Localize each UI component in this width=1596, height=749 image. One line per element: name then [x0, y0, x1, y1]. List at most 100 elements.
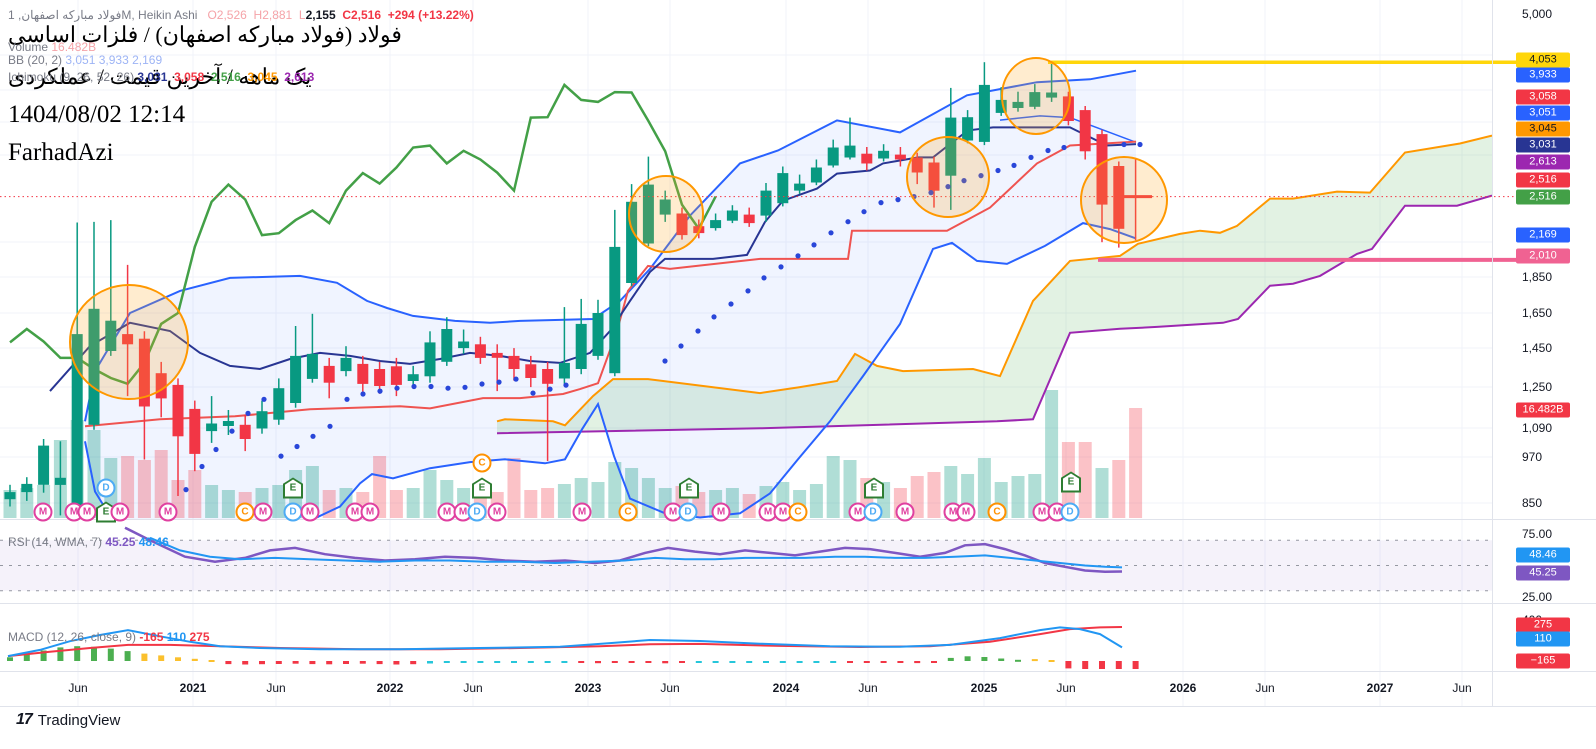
rsi-label: RSI (14, WMA, 7) — [8, 535, 103, 549]
time-axis-label: 2022 — [376, 681, 404, 695]
time-axis-label: 2025 — [970, 681, 998, 695]
annotation-title-fa[interactable]: فولاد (فولاد مبارکه اصفهان) / فلزات اساس… — [8, 22, 402, 47]
meeting-badge[interactable]: M — [895, 502, 915, 522]
price-axis-label: 2,010 — [1516, 248, 1570, 264]
time-axis-label: Jun — [858, 681, 878, 695]
meeting-badge[interactable]: M — [360, 502, 380, 522]
price-axis-tick: 5,000 — [1522, 7, 1553, 21]
bb-upper-line — [84, 69, 1137, 422]
legend-ichimoku-row[interactable]: Ichimoku (9, 26, 52, 26) 3,031 3,058 2,5… — [8, 70, 314, 84]
time-axis-label: Jun — [266, 681, 286, 695]
price-axis-tick: 1,090 — [1522, 421, 1553, 435]
price-axis-label: 45.25 — [1516, 565, 1570, 581]
time-axis-label: 2024 — [772, 681, 800, 695]
volume-label: Volume — [8, 40, 49, 54]
price-axis-label: 2,516 — [1516, 189, 1570, 205]
rsi-wma-line — [124, 526, 1123, 574]
price-axis-tick: 1,250 — [1522, 380, 1553, 394]
earnings-badge[interactable]: E — [283, 477, 303, 499]
capital-badge[interactable]: C — [987, 502, 1007, 522]
price-axis-label: 3,045 — [1516, 121, 1570, 137]
price-axis-label: 16.482B — [1516, 402, 1570, 418]
highlight-ellipse[interactable] — [1001, 57, 1071, 135]
meeting-badge[interactable]: M — [253, 502, 273, 522]
ohlc-high: H2,881 — [253, 8, 293, 22]
price-axis-label: 2,516 — [1516, 172, 1570, 188]
time-axis-label: Jun — [1255, 681, 1275, 695]
price-axis-label: 48.46 — [1516, 547, 1570, 563]
dividend-badge[interactable]: D — [863, 502, 883, 522]
ichimoku-cloud-fill — [497, 135, 1492, 434]
capital-badge[interactable]: C — [235, 502, 255, 522]
highlight-ellipse[interactable] — [906, 136, 990, 218]
annotation-signature[interactable]: FarhadAzi — [8, 139, 114, 166]
dividend-badge[interactable]: D — [678, 502, 698, 522]
highlight-ellipse[interactable] — [628, 175, 704, 253]
capital-badge[interactable]: C — [788, 502, 808, 522]
tradingview-logo-text: TradingView — [37, 711, 121, 729]
macd-values: -165 110 275 — [139, 630, 210, 644]
ichimoku-label: Ichimoku (9, 26, 52, 26) — [8, 70, 135, 84]
meeting-badge[interactable]: M — [956, 502, 976, 522]
macd-histogram — [7, 646, 1139, 669]
dividend-badge[interactable]: D — [96, 478, 116, 498]
macd-label: MACD (12, 26, close, 9) — [8, 630, 137, 644]
earnings-badge[interactable]: E — [472, 477, 492, 499]
bb-lower-line — [84, 222, 1137, 519]
ohlc-close: C2,516 — [342, 8, 382, 22]
annotation-subtitle-fa[interactable]: یک ماهه / آخرین قیمت / عملکردی — [8, 64, 312, 89]
dividend-badge[interactable]: D — [1060, 502, 1080, 522]
meeting-badge[interactable]: M — [33, 502, 53, 522]
earnings-badge[interactable]: E — [864, 477, 884, 499]
price-axis-tick: 75.00 — [1522, 527, 1553, 541]
legend-bb-row[interactable]: BB (20, 2) 3,051 3,933 2,169 — [8, 53, 162, 67]
rsi-band — [0, 540, 1492, 591]
price-axis-tick: 1,850 — [1522, 270, 1553, 284]
legend-macd-row[interactable]: MACD (12, 26, close, 9) -165 110 275 — [8, 630, 210, 644]
capital-badge[interactable]: C — [472, 453, 492, 473]
meeting-badge[interactable]: M — [711, 502, 731, 522]
time-axis-label: Jun — [68, 681, 88, 695]
legend-rsi-row[interactable]: RSI (14, WMA, 7) 45.25 48.46 — [8, 535, 169, 549]
meeting-badge[interactable]: M — [487, 502, 507, 522]
time-axis-label: 2023 — [574, 681, 602, 695]
meeting-badge[interactable]: M — [110, 502, 130, 522]
time-axis-label: 2021 — [179, 681, 207, 695]
meeting-badge[interactable]: M — [77, 502, 97, 522]
macd-signal-line — [7, 626, 1123, 658]
meeting-badge[interactable]: M — [300, 502, 320, 522]
ohlc-low-prefix: L — [298, 8, 306, 22]
tradingview-mark-icon: 17 — [16, 711, 33, 728]
time-axis-label: Jun — [1452, 681, 1472, 695]
price-axis-label: 3,051 — [1516, 105, 1570, 121]
dividend-badge[interactable]: D — [467, 502, 487, 522]
price-axis-label: 3,058 — [1516, 89, 1570, 105]
highlight-ellipse[interactable] — [69, 284, 189, 400]
earnings-badge[interactable]: E — [679, 477, 699, 499]
capital-badge[interactable]: C — [618, 502, 638, 522]
price-axis-label: 4,053 — [1516, 52, 1570, 68]
senkou-a-line — [496, 134, 1492, 427]
time-axis-label: Jun — [463, 681, 483, 695]
ohlc-open: O2,526 — [207, 8, 247, 22]
candles — [4, 62, 1142, 519]
bb-fill — [85, 70, 1136, 519]
ohlc-low: 2,155 — [305, 8, 336, 22]
change-value: +294 (+13.22%) — [387, 8, 474, 22]
earnings-badge[interactable]: E — [1061, 471, 1081, 493]
legend-volume-row[interactable]: Volume 16.482B — [8, 40, 96, 54]
annotation-datetime[interactable]: 1404/08/02 12:14 — [8, 101, 186, 128]
legend-symbol-row[interactable]: فولاد مبارکه اصفهان, 1M, Heikin Ashi O2,… — [8, 8, 474, 22]
tradingview-logo[interactable]: 17 TradingView — [16, 711, 120, 729]
price-axis-label: 3,933 — [1516, 67, 1570, 83]
symbol-name: فولاد مبارکه اصفهان, 1M, Heikin Ashi — [8, 8, 198, 22]
price-axis-tick: 1,650 — [1522, 306, 1553, 320]
meeting-badge[interactable]: M — [572, 502, 592, 522]
highlight-ellipse[interactable] — [1080, 156, 1168, 244]
time-axis-label: 2027 — [1366, 681, 1394, 695]
tenkan-line — [49, 126, 1137, 392]
meeting-badge[interactable]: M — [158, 502, 178, 522]
rsi-line — [149, 536, 1123, 569]
